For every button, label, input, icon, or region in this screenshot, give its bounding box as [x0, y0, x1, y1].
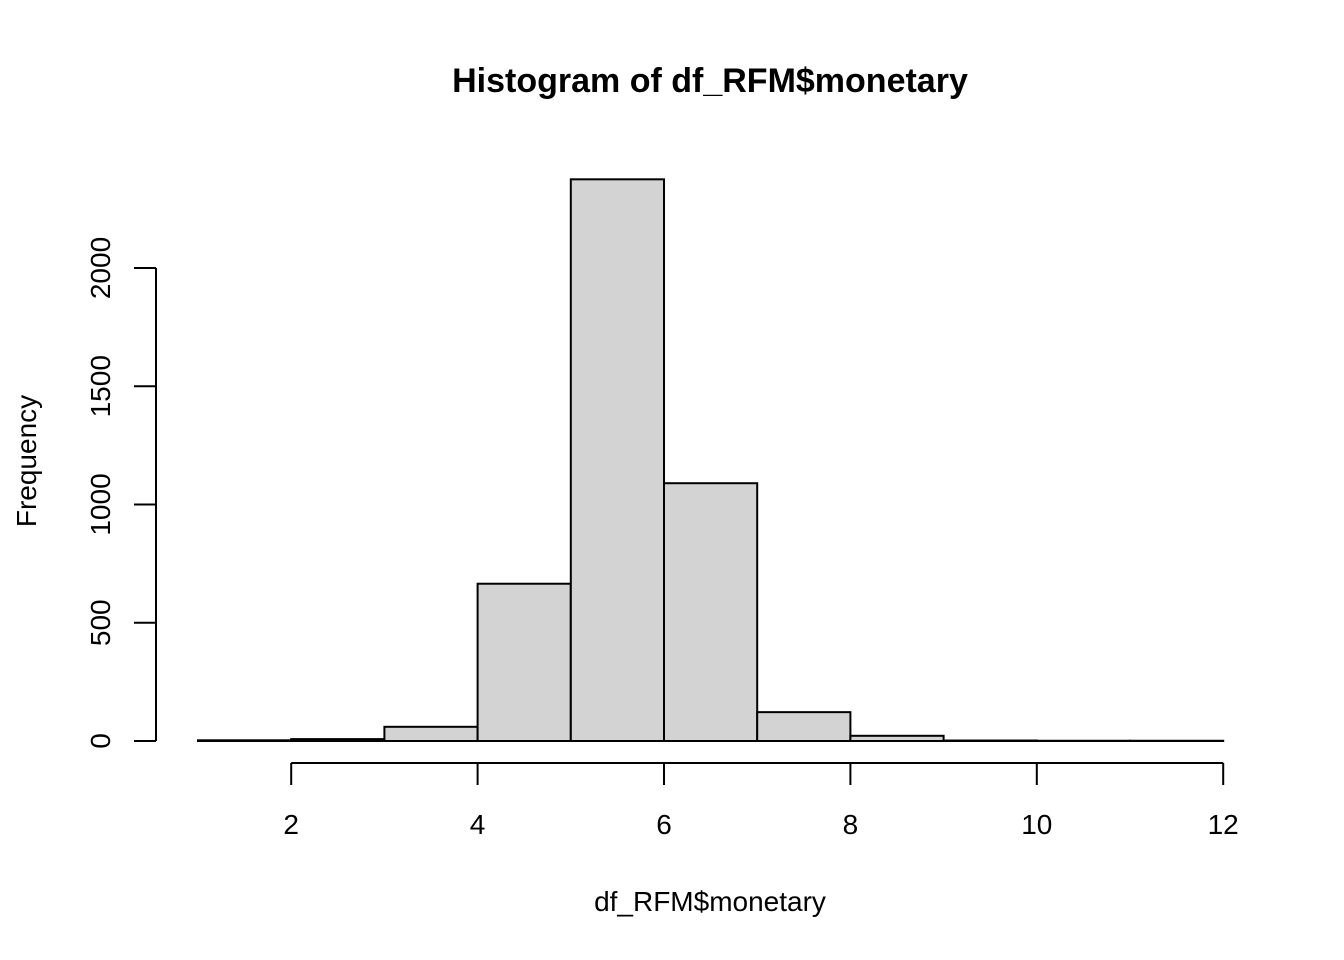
histogram-bar-5 — [663, 482, 759, 742]
y-tick-label-4: 2000 — [85, 237, 116, 299]
histogram-bar-7 — [849, 734, 945, 742]
chart-title: Histogram of df_RFM$monetary — [452, 62, 968, 100]
x-tick-label-4: 10 — [1021, 809, 1052, 840]
histogram-bar-2 — [383, 725, 479, 742]
x-tick-label-3: 8 — [843, 809, 859, 840]
x-axis: 2 4 6 8 10 12 — [283, 762, 1239, 840]
x-tick-label-5: 12 — [1208, 809, 1239, 840]
y-tick-label-0: 0 — [85, 733, 116, 749]
y-axis: 0 500 1000 1500 2000 — [85, 237, 157, 749]
y-tick-label-2: 1000 — [85, 473, 116, 535]
y-tick-label-3: 1500 — [85, 355, 116, 417]
histogram-bar-0 — [197, 739, 293, 743]
histogram-bar-6 — [756, 711, 852, 742]
histogram-bar-1 — [290, 738, 386, 742]
x-tick-label-1: 4 — [470, 809, 486, 840]
x-tick-label-2: 6 — [656, 809, 672, 840]
y-axis-label: Frequency — [11, 395, 42, 527]
y-tick-label-1: 500 — [85, 599, 116, 646]
histogram-bar-3 — [476, 582, 572, 742]
x-tick-label-0: 2 — [283, 809, 299, 840]
bars-group — [197, 178, 1225, 743]
x-axis-label: df_RFM$monetary — [594, 886, 826, 917]
histogram-bar-4 — [569, 178, 665, 742]
